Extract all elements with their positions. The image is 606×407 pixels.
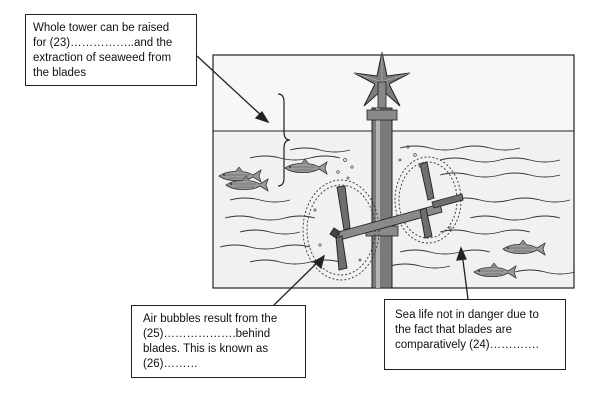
brace-icon bbox=[277, 93, 291, 187]
tower-column bbox=[371, 107, 393, 289]
label-box-air-bubbles: Air bubbles result from the (25)……………….b… bbox=[131, 305, 306, 378]
rotor-blade-icon bbox=[419, 161, 464, 239]
water-waves bbox=[219, 145, 576, 275]
air-bubbles bbox=[313, 145, 452, 262]
diagram-frame bbox=[212, 54, 575, 289]
label-box-tower-raised: Whole tower can be raised for (23)…………….… bbox=[25, 14, 197, 86]
tower-collar bbox=[366, 109, 398, 121]
label-box-sea-life: Sea life not in danger due to the fact t… bbox=[384, 299, 566, 370]
rotor-blade-icon bbox=[329, 185, 351, 271]
star-turbine-top-icon bbox=[353, 51, 411, 109]
water-area bbox=[213, 131, 574, 288]
pointer-arrows bbox=[196, 55, 469, 306]
